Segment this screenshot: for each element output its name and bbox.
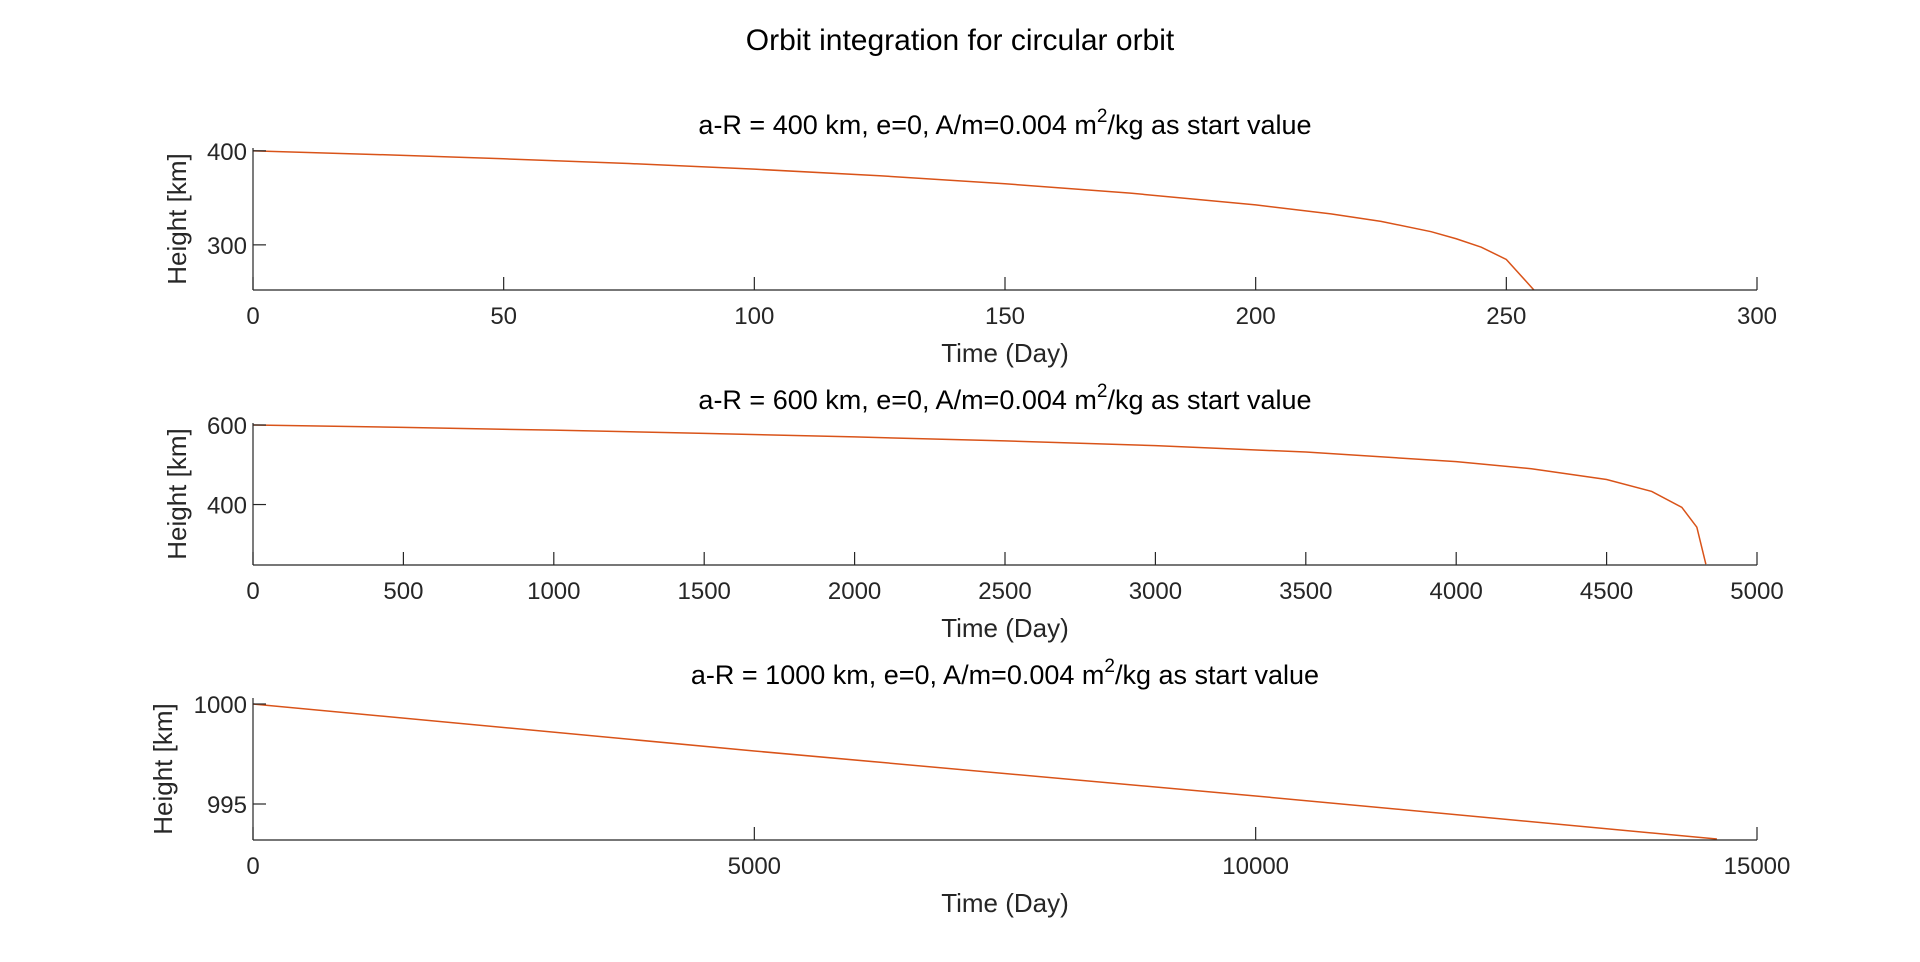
y-tick-label: 400 <box>207 139 247 166</box>
y-tick-label: 995 <box>207 792 247 819</box>
x-tick-label: 500 <box>383 578 423 605</box>
x-tick-label: 4500 <box>1580 578 1633 605</box>
subplot-title-superscript: 2 <box>1104 656 1115 677</box>
series-line <box>252 703 1717 840</box>
subplot-title-text-end: /kg as start value <box>1115 660 1319 690</box>
subplot-title-text: a-R = 400 km, e=0, A/m=0.004 m <box>698 110 1096 140</box>
x-tick-label: 15000 <box>1724 853 1791 880</box>
x-axis-label: Time (Day) <box>941 338 1069 368</box>
figure-title: Orbit integration for circular orbit <box>745 24 1175 57</box>
x-tick-label: 2500 <box>978 578 1031 605</box>
x-tick-label: 2000 <box>828 578 881 605</box>
x-tick-label: 0 <box>246 853 259 880</box>
y-axis-label: Height [km] <box>162 153 192 285</box>
subplot-1: a-R = 400 km, e=0, A/m=0.004 m2/kg as st… <box>162 106 1777 368</box>
x-tick-label: 50 <box>490 303 517 330</box>
y-tick-label: 1000 <box>194 692 247 719</box>
x-tick-label: 4000 <box>1430 578 1483 605</box>
x-tick-label: 1000 <box>527 578 580 605</box>
subplot-title-text-end: /kg as start value <box>1107 385 1311 415</box>
x-tick-label: 10000 <box>1222 853 1289 880</box>
x-tick-label: 5000 <box>1730 578 1783 605</box>
x-tick-label: 300 <box>1737 303 1777 330</box>
y-tick-label: 400 <box>207 493 247 520</box>
x-tick-label: 100 <box>734 303 774 330</box>
subplot-2: a-R = 600 km, e=0, A/m=0.004 m2/kg as st… <box>162 381 1784 643</box>
subplot-title: a-R = 400 km, e=0, A/m=0.004 m2/kg as st… <box>698 106 1311 140</box>
x-tick-label: 3000 <box>1129 578 1182 605</box>
subplot-title-text-end: /kg as start value <box>1107 110 1311 140</box>
x-tick-label: 150 <box>985 303 1025 330</box>
x-tick-label: 5000 <box>728 853 781 880</box>
x-tick-label: 3500 <box>1279 578 1332 605</box>
x-axis-label: Time (Day) <box>941 613 1069 643</box>
series-line <box>252 150 1535 291</box>
x-tick-label: 0 <box>246 578 259 605</box>
subplot-3: a-R = 1000 km, e=0, A/m=0.004 m2/kg as s… <box>148 656 1790 918</box>
subplot-title: a-R = 1000 km, e=0, A/m=0.004 m2/kg as s… <box>691 656 1319 690</box>
x-axis-label: Time (Day) <box>941 888 1069 918</box>
x-tick-label: 0 <box>246 303 259 330</box>
x-tick-label: 200 <box>1236 303 1276 330</box>
y-tick-label: 600 <box>207 413 247 440</box>
subplot-title-superscript: 2 <box>1097 381 1108 402</box>
y-axis-label: Height [km] <box>162 428 192 560</box>
y-axis-label: Height [km] <box>148 703 178 835</box>
x-tick-label: 1500 <box>678 578 731 605</box>
subplot-title-text: a-R = 1000 km, e=0, A/m=0.004 m <box>691 660 1104 690</box>
subplot-title: a-R = 600 km, e=0, A/m=0.004 m2/kg as st… <box>698 381 1311 415</box>
y-tick-label: 300 <box>207 233 247 260</box>
series-line <box>252 424 1707 565</box>
subplot-title-superscript: 2 <box>1097 106 1108 127</box>
x-tick-label: 250 <box>1486 303 1526 330</box>
subplot-title-text: a-R = 600 km, e=0, A/m=0.004 m <box>698 385 1096 415</box>
